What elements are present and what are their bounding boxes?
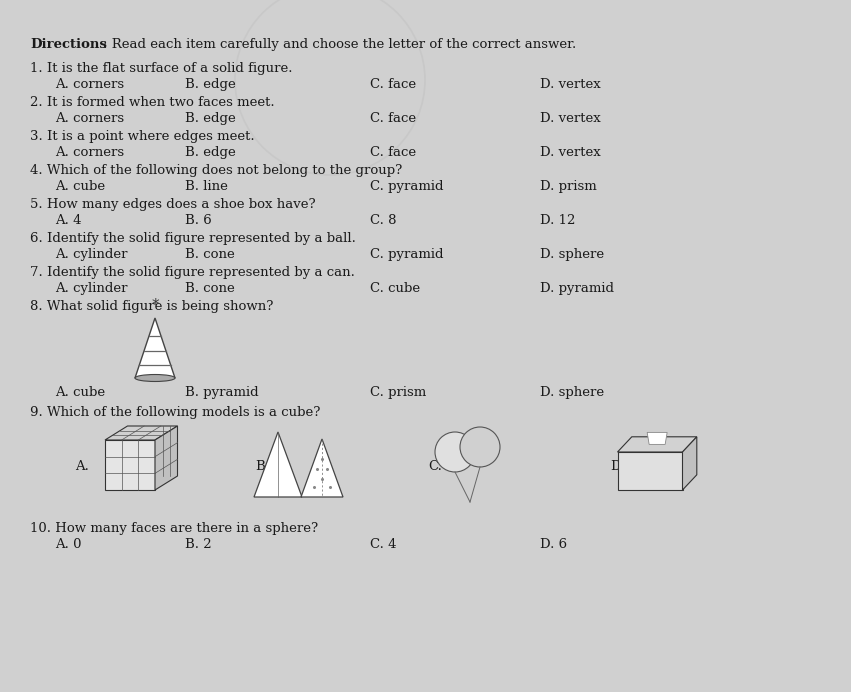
Text: 5. How many edges does a shoe box have?: 5. How many edges does a shoe box have? xyxy=(30,198,316,211)
Text: C. cube: C. cube xyxy=(370,282,420,295)
Text: D.: D. xyxy=(610,460,625,473)
Text: C. 4: C. 4 xyxy=(370,538,397,551)
Text: D. vertex: D. vertex xyxy=(540,112,601,125)
Text: A. cube: A. cube xyxy=(55,180,106,193)
Text: 7. Identify the solid figure represented by a can.: 7. Identify the solid figure represented… xyxy=(30,266,355,279)
Text: D. sphere: D. sphere xyxy=(540,248,604,261)
Text: 10. How many faces are there in a sphere?: 10. How many faces are there in a sphere… xyxy=(30,522,318,535)
Text: C. face: C. face xyxy=(370,112,416,125)
Text: C.: C. xyxy=(428,460,442,473)
Ellipse shape xyxy=(135,374,175,381)
Text: 3. It is a point where edges meet.: 3. It is a point where edges meet. xyxy=(30,130,254,143)
Text: A. 4: A. 4 xyxy=(55,214,82,227)
Polygon shape xyxy=(301,439,343,497)
Text: C. prism: C. prism xyxy=(370,386,426,399)
Circle shape xyxy=(435,432,475,472)
Text: 6. Identify the solid figure represented by a ball.: 6. Identify the solid figure represented… xyxy=(30,232,356,245)
Text: D. pyramid: D. pyramid xyxy=(540,282,614,295)
Text: B. edge: B. edge xyxy=(185,112,236,125)
Circle shape xyxy=(460,427,500,467)
Text: B. 6: B. 6 xyxy=(185,214,212,227)
Polygon shape xyxy=(155,426,178,490)
Polygon shape xyxy=(683,437,697,490)
Polygon shape xyxy=(618,437,697,452)
Polygon shape xyxy=(254,432,302,497)
Polygon shape xyxy=(135,318,175,378)
Text: D. 12: D. 12 xyxy=(540,214,575,227)
Text: C. face: C. face xyxy=(370,78,416,91)
Text: C. 8: C. 8 xyxy=(370,214,397,227)
Polygon shape xyxy=(647,432,667,444)
Text: C. face: C. face xyxy=(370,146,416,159)
Text: A.: A. xyxy=(75,460,89,473)
Text: D. vertex: D. vertex xyxy=(540,78,601,91)
Text: A. cylinder: A. cylinder xyxy=(55,282,128,295)
Text: A. corners: A. corners xyxy=(55,112,124,125)
Polygon shape xyxy=(105,440,155,490)
Text: 2. It is formed when two faces meet.: 2. It is formed when two faces meet. xyxy=(30,96,275,109)
Text: B. edge: B. edge xyxy=(185,78,236,91)
Polygon shape xyxy=(105,426,178,440)
Text: D. 6: D. 6 xyxy=(540,538,567,551)
Text: C. pyramid: C. pyramid xyxy=(370,248,443,261)
Text: C. pyramid: C. pyramid xyxy=(370,180,443,193)
Text: 1. It is the flat surface of a solid figure.: 1. It is the flat surface of a solid fig… xyxy=(30,62,293,75)
Text: B. pyramid: B. pyramid xyxy=(185,386,259,399)
Polygon shape xyxy=(618,452,683,490)
Text: 9. Which of the following models is a cube?: 9. Which of the following models is a cu… xyxy=(30,406,320,419)
Text: A. corners: A. corners xyxy=(55,78,124,91)
Text: B.: B. xyxy=(255,460,269,473)
Text: A. corners: A. corners xyxy=(55,146,124,159)
Text: D. prism: D. prism xyxy=(540,180,597,193)
Text: 8. What solid figure is being shown?: 8. What solid figure is being shown? xyxy=(30,300,273,313)
Text: Directions: Directions xyxy=(30,38,107,51)
Text: A. cube: A. cube xyxy=(55,386,106,399)
Text: B. cone: B. cone xyxy=(185,248,235,261)
Text: A. 0: A. 0 xyxy=(55,538,82,551)
Text: A. cylinder: A. cylinder xyxy=(55,248,128,261)
Text: B. 2: B. 2 xyxy=(185,538,212,551)
Text: *: * xyxy=(151,298,159,313)
Text: B. cone: B. cone xyxy=(185,282,235,295)
Text: : Read each item carefully and choose the letter of the correct answer.: : Read each item carefully and choose th… xyxy=(103,38,576,51)
Text: B. edge: B. edge xyxy=(185,146,236,159)
Text: D. vertex: D. vertex xyxy=(540,146,601,159)
Text: B. line: B. line xyxy=(185,180,228,193)
Text: D. sphere: D. sphere xyxy=(540,386,604,399)
Text: 4. Which of the following does not belong to the group?: 4. Which of the following does not belon… xyxy=(30,164,403,177)
